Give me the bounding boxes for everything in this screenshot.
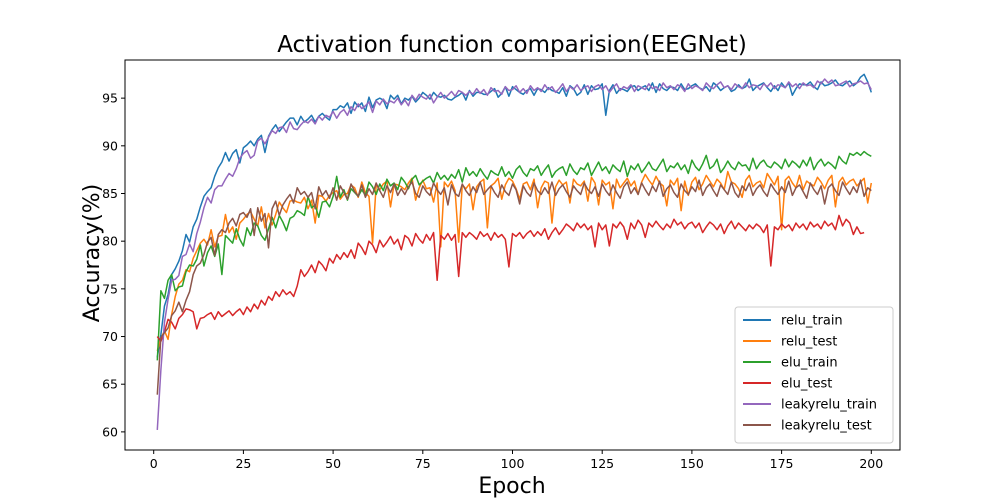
series-line-leakyrelu_train	[156, 78, 872, 431]
y-tick-label: 60	[102, 424, 118, 439]
y-tick-label: 85	[102, 186, 118, 201]
chart-title: Activation function comparision(EEGNet)	[277, 32, 747, 58]
legend-label-leakyrelu_test: leakyrelu_test	[781, 419, 872, 434]
x-tick-label: 100	[501, 456, 525, 471]
x-tick-label: 50	[325, 456, 341, 471]
x-tick-label: 150	[680, 456, 704, 471]
legend-label-relu_train: relu_train	[781, 314, 843, 329]
series-line-elu_test	[156, 214, 865, 343]
legend: relu_train relu_test elu_train elu_testleak…	[734, 306, 894, 444]
y-axis-title: Accuracy(%)	[80, 184, 105, 323]
x-tick-label: 125	[590, 456, 614, 471]
legend-label-leakyrelu_train: leakyrelu_train	[781, 398, 877, 413]
x-axis: 0 25 50 75 100 125 150 175 200	[150, 450, 883, 471]
series-line-elu_train	[156, 150, 872, 361]
x-tick-label: 25	[235, 456, 251, 471]
y-tick-label: 95	[102, 91, 118, 106]
y-tick-label: 70	[102, 329, 118, 344]
legend-label-elu_test: elu_test	[781, 377, 832, 392]
x-tick-label: 0	[150, 456, 158, 471]
x-tick-label: 200	[859, 456, 883, 471]
series-line-leakyrelu_test	[156, 179, 872, 395]
legend-label-elu_train: elu_train	[781, 356, 838, 371]
y-tick-label: 65	[102, 377, 118, 392]
x-tick-label: 175	[770, 456, 794, 471]
legend-box	[734, 306, 894, 444]
x-tick-label: 75	[415, 456, 431, 471]
plot-area	[156, 73, 873, 431]
y-axis: 60 65 70 75 80 85 90 95	[102, 91, 125, 439]
y-tick-label: 80	[102, 234, 118, 249]
legend-label-relu_test: relu_test	[781, 335, 837, 350]
y-tick-label: 75	[102, 281, 118, 296]
y-tick-label: 90	[102, 138, 118, 153]
x-axis-title: Epoch	[478, 474, 545, 499]
series-line-relu_test	[156, 170, 873, 352]
